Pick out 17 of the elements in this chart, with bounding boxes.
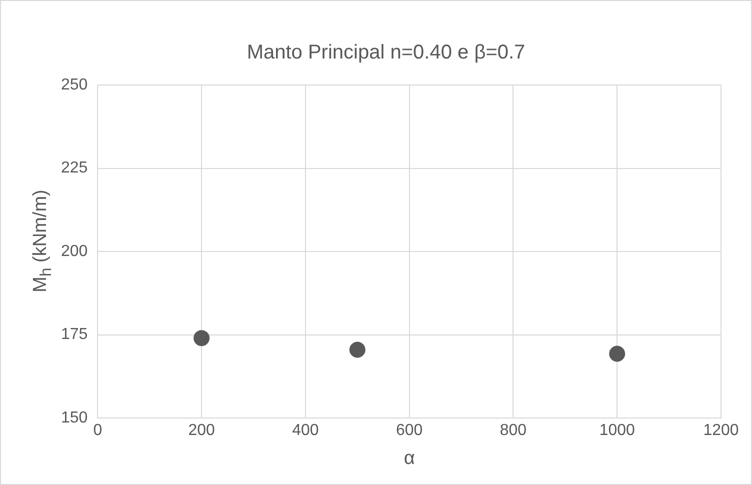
x-tick-label: 0 — [93, 422, 102, 440]
y-tick-label: 225 — [60, 160, 88, 177]
point — [194, 330, 210, 346]
x-tick-label: 400 — [292, 422, 319, 440]
y-tick-label: 150 — [60, 409, 88, 426]
y-tick-label: 250 — [60, 76, 88, 94]
x-tick-label: 600 — [396, 422, 423, 440]
x-axis-title: α — [404, 448, 415, 469]
x-tick-label: 1000 — [599, 422, 636, 440]
y-tick-label: 200 — [60, 242, 88, 260]
point — [609, 346, 626, 362]
x-tick-label: 200 — [188, 422, 216, 440]
y-tick-label: 175 — [60, 326, 88, 344]
point — [349, 342, 366, 358]
chart-title: Manto Principal n=0.40 e β=0.7 — [246, 42, 526, 64]
x-tick-label: 1200 — [703, 422, 739, 440]
x-tick-label: 800 — [500, 422, 527, 440]
